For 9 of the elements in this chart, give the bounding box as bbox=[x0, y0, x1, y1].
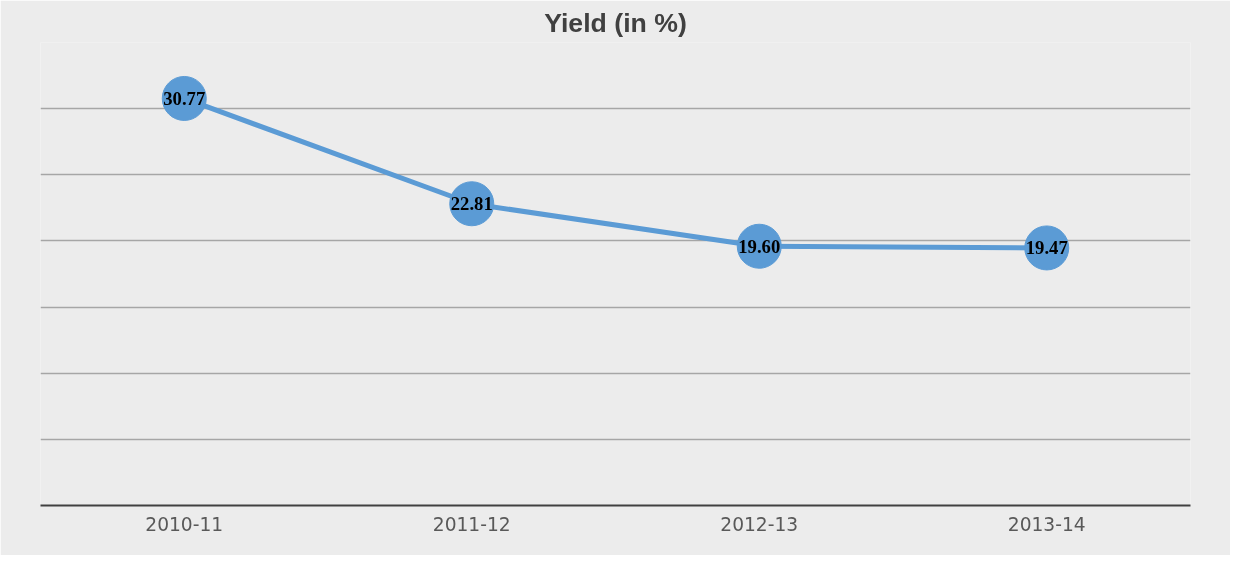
data-label: 22.81 bbox=[450, 193, 493, 215]
x-tick-label: 2010-11 bbox=[145, 513, 224, 535]
x-tick-label: 2011-12 bbox=[432, 513, 511, 535]
chart-title: Yield (in %) bbox=[544, 7, 687, 38]
x-tick-label: 2012-13 bbox=[720, 513, 799, 535]
data-label: 19.60 bbox=[738, 235, 781, 257]
x-tick-label: 2013-14 bbox=[1007, 513, 1086, 535]
data-label: 30.77 bbox=[163, 87, 206, 109]
data-label: 19.47 bbox=[1025, 237, 1068, 259]
